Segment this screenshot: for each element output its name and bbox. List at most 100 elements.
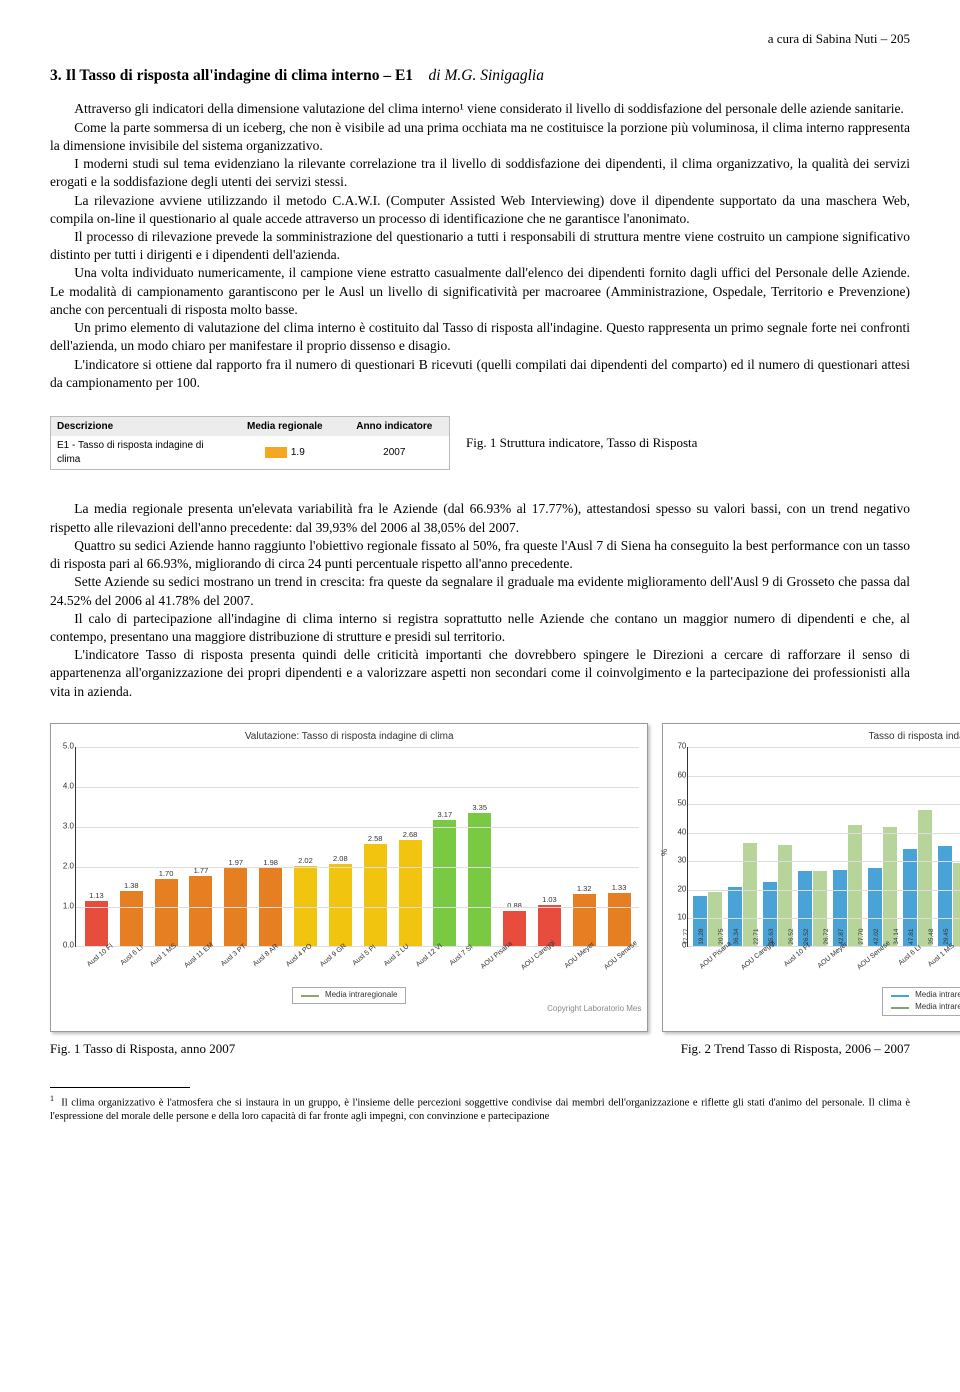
chart2-legend-swatch-icon (891, 995, 909, 997)
chart2-group: 26.5226.52 (796, 747, 828, 946)
chart1-bar-value: 1.33 (612, 883, 627, 893)
paragraph: Come la parte sommersa di un iceberg, ch… (50, 119, 910, 155)
chart2-bar: 29.45 (953, 863, 960, 947)
section-number: 3. (50, 67, 62, 84)
paragraph: I moderni studi sul tema evidenziano la … (50, 155, 910, 191)
chart1-bar-slot: 1.32 (568, 747, 601, 946)
indicator-table: Descrizione Media regionale Anno indicat… (50, 416, 450, 471)
chart1-bar-slot: 1.38 (115, 747, 148, 946)
chart2-bar-value: 26.52 (788, 928, 797, 944)
chart1-title: Valutazione: Tasso di risposta indagine … (57, 730, 641, 744)
chart1-bar-slot: 1.33 (603, 747, 636, 946)
chart1-bar-slot: 1.98 (254, 747, 287, 946)
paragraph: La rilevazione avviene utilizzando il me… (50, 192, 910, 228)
paragraph: Il processo di rilevazione prevede la so… (50, 228, 910, 264)
chart1-ytick: 5.0 (58, 742, 74, 753)
chart1-bar-slot: 0.88 (498, 747, 531, 946)
chart2-ytick: 30 (670, 856, 686, 867)
chart2-legend-label: Media intraregionale 2006: 39.93 (915, 1002, 960, 1013)
chart1-bar-value: 1.38 (124, 881, 139, 891)
chart2-group: 22.7135.63 (761, 747, 793, 946)
chart2-ytick: 20 (670, 884, 686, 895)
chart1-bar-value: 2.58 (368, 834, 383, 844)
chart2-ytick: 0 (670, 941, 686, 952)
chart2-bar-value: 26.72 (823, 928, 832, 944)
paragraph: L'indicatore Tasso di risposta presenta … (50, 646, 910, 701)
chart1-bar-value: 3.17 (438, 810, 453, 820)
chart2-bar-value: 35.48 (928, 928, 937, 944)
fig-struct-caption: Fig. 1 Struttura indicatore, Tasso di Ri… (466, 434, 697, 452)
chart2-xlabels: AOU PisanaAOU CareggiAusl 10 FIAOU Meyer… (687, 949, 960, 981)
indicator-row: Descrizione Media regionale Anno indicat… (50, 416, 910, 471)
chart2-ytick: 70 (670, 742, 686, 753)
footnote-text: Il clima organizzativo è l'atmosfera che… (50, 1098, 910, 1122)
chart1-legend-swatch-icon (301, 995, 319, 997)
chart1-bar (155, 879, 178, 947)
chart2-legend-label: Media intraregionale 2007: 38.05 (915, 990, 960, 1001)
charts-row: Valutazione: Tasso di risposta indagine … (50, 723, 910, 1032)
indicator-row-data: E1 - Tasso di risposta indagine di clima… (51, 436, 449, 469)
chart1-bar (399, 840, 422, 947)
chart2-bar-value: 34.14 (893, 928, 902, 944)
fig2-caption: Fig. 2 Trend Tasso di Risposta, 2006 – 2… (681, 1040, 910, 1058)
chart2-group: 34.1447.81 (902, 747, 934, 946)
chart1-xlabels: Ausl 10 FIAusl 6 LIAusl 1 MSAusl 11 EMAu… (75, 949, 639, 981)
chart2-ytick: 40 (670, 827, 686, 838)
page-header-meta: a cura di Sabina Nuti – 205 (50, 30, 910, 48)
indicator-th-year: Anno indicatore (340, 417, 449, 437)
chart2-bar: 47.81 (918, 810, 932, 946)
paragraph: L'indicatore si ottiene dal rapporto fra… (50, 356, 910, 392)
chart2-bar-value: 27.70 (858, 928, 867, 944)
paragraph: Un primo elemento di valutazione del cli… (50, 319, 910, 355)
chart1-bar (364, 844, 387, 947)
chart2-copyright: Copyright Laboratorio Mes (669, 1016, 960, 1027)
section-title: 3. Il Tasso di risposta all'indagine di … (50, 66, 910, 87)
chart1-bar-slot: 1.70 (150, 747, 183, 946)
chart2-area: % 17.7719.2820.7536.3422.7135.6326.5226.… (687, 747, 960, 947)
chart2-bar-value: 36.34 (733, 928, 742, 944)
chart2-legend: Media intraregionale 2007: 38.05Media in… (882, 987, 960, 1016)
chart2-group: 17.7719.28 (691, 747, 723, 946)
chart1-ytick: 2.0 (58, 861, 74, 872)
chart1-bar (120, 891, 143, 946)
chart1-bar-slot: 2.08 (324, 747, 357, 946)
chart1-bar (189, 876, 212, 946)
paragraph: Una volta individuato numericamente, il … (50, 264, 910, 319)
chart1-bar-value: 1.03 (542, 895, 557, 905)
chart1-bar-value: 1.70 (159, 869, 174, 879)
footnote: 1 Il clima organizzativo è l'atmosfera c… (50, 1094, 910, 1123)
chart1-bar-slot: 1.03 (533, 747, 566, 946)
author-name: M.G. Sinigaglia (444, 67, 543, 84)
chart1-bar-slot: 2.58 (359, 747, 392, 946)
chart1-ytick: 1.0 (58, 901, 74, 912)
chart1-ytick: 0.0 (58, 941, 74, 952)
chart1-ytick: 4.0 (58, 782, 74, 793)
paragraph: Il calo di partecipazione all'indagine d… (50, 610, 910, 646)
footnote-rule (50, 1087, 190, 1088)
chart1-bar-slot: 3.17 (428, 747, 461, 946)
chart1-bar-slot: 2.68 (394, 747, 427, 946)
chart2-ytick: 10 (670, 913, 686, 924)
chart2-legend-swatch-icon (891, 1007, 909, 1009)
fig1-caption: Fig. 1 Tasso di Risposta, anno 2007 (50, 1040, 235, 1058)
indicator-year: 2007 (340, 443, 449, 463)
chart1-bar-value: 1.13 (89, 891, 104, 901)
chart1-bar-slot: 1.97 (219, 747, 252, 946)
footnote-marker: 1 (50, 1094, 54, 1103)
paragraph: La media regionale presenta un'elevata v… (50, 500, 910, 536)
chart1-bar-slot: 1.77 (185, 747, 218, 946)
chart2-ytick: 50 (670, 799, 686, 810)
chart1-ytick: 3.0 (58, 822, 74, 833)
chart1-bar-slot: 3.35 (463, 747, 496, 946)
indicator-th-desc: Descrizione (51, 417, 230, 437)
chart2-ytick: 60 (670, 770, 686, 781)
indicator-value-cell: 1.9 (230, 443, 339, 463)
paragraph: Quattro su sedici Aziende hanno raggiunt… (50, 537, 910, 573)
paragraph: Sette Aziende su sedici mostrano un tren… (50, 573, 910, 609)
chart2-legend-item: Media intraregionale 2007: 38.05 (891, 990, 960, 1001)
paragraph: Attraverso gli indicatori della dimensio… (50, 100, 910, 118)
author-prefix: di (429, 67, 441, 84)
chart1-panel: Valutazione: Tasso di risposta indagine … (50, 723, 648, 1032)
fig-caption-row: Fig. 1 Tasso di Risposta, anno 2007 Fig.… (50, 1040, 910, 1058)
chart1-bar (573, 894, 596, 947)
